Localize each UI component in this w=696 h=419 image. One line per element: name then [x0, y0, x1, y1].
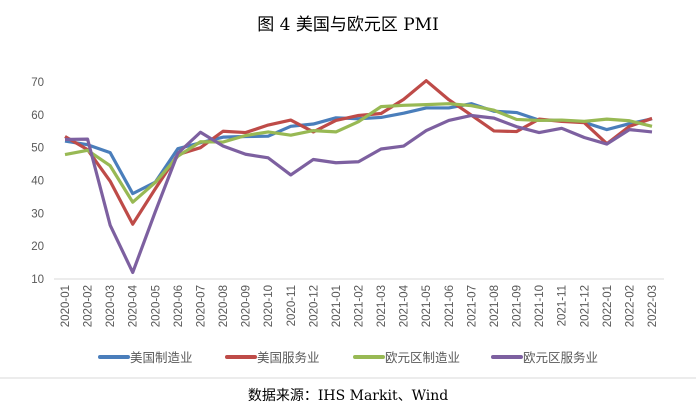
x-tick-label: 2021-05	[421, 285, 433, 327]
y-tick-label: 50	[31, 143, 44, 155]
y-tick-label: 70	[31, 77, 44, 89]
legend-item: 欧元区制造业	[353, 351, 460, 365]
x-tick-label: 2020-04	[128, 284, 140, 327]
x-tick-label: 2020-06	[173, 285, 185, 327]
x-tick-label: 2022-01	[602, 285, 614, 327]
x-tick-label: 2021-02	[354, 285, 366, 327]
y-tick-label: 20	[31, 241, 44, 253]
legend-item: 美国制造业	[98, 351, 193, 365]
x-tick-label: 2022-03	[647, 285, 659, 327]
series-line-美国制造业	[64, 102, 653, 196]
legend-item: 美国服务业	[225, 350, 320, 365]
x-tick-label: 2020-01	[60, 285, 72, 327]
series-line-欧元区服务业	[64, 113, 653, 275]
x-tick-label: 2021-09	[512, 285, 524, 327]
x-tick-label: 2020-07	[195, 285, 207, 327]
x-tick-label: 2020-11	[286, 285, 298, 326]
x-tick-label: 2021-04	[399, 284, 411, 327]
y-tick-label: 10	[31, 274, 44, 286]
legend-label: 欧元区服务业	[523, 350, 598, 365]
y-tick-label: 60	[31, 110, 44, 122]
x-tick-label: 2020-12	[308, 285, 320, 327]
legend-label: 美国服务业	[257, 350, 320, 365]
x-tick-label: 2020-09	[241, 285, 253, 327]
x-tick-label: 2021-11	[557, 285, 569, 326]
x-tick-label: 2020-10	[263, 285, 275, 327]
x-tick-label: 2021-06	[444, 285, 456, 327]
y-tick-label: 40	[31, 176, 44, 188]
legend-label: 欧元区制造业	[385, 351, 460, 365]
series-line-美国服务业	[64, 79, 653, 226]
y-tick-label: 30	[31, 208, 44, 220]
chart-title: 图 4 美国与欧元区 PMI	[257, 15, 439, 35]
legend-label: 美国制造业	[130, 351, 193, 365]
x-tick-label: 2021-07	[466, 285, 478, 327]
x-tick-label: 2020-02	[83, 285, 95, 327]
x-tick-label: 2020-08	[218, 285, 230, 327]
x-tick-label: 2022-02	[624, 285, 636, 327]
x-tick-label: 2021-08	[489, 285, 501, 327]
x-tick-label: 2020-05	[150, 285, 162, 327]
x-tick-label: 2021-12	[579, 285, 591, 327]
source-note: 数据来源：IHS Markit、Wind	[248, 388, 448, 404]
x-tick-label: 2021-01	[331, 285, 343, 327]
x-tick-label: 2021-03	[376, 285, 388, 327]
x-tick-label: 2021-10	[534, 285, 546, 327]
series-line-欧元区制造业	[64, 102, 653, 204]
x-tick-label: 2020-03	[105, 285, 117, 327]
legend-item: 欧元区服务业	[491, 350, 598, 365]
